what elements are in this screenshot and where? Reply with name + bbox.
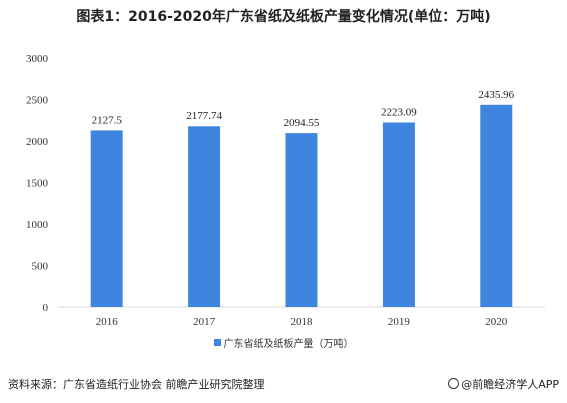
x-tick-label: 2017 [193, 316, 216, 328]
data-label-2016: 2127.5 [92, 114, 123, 126]
legend-swatch [213, 339, 221, 346]
y-tick-label: 0 [43, 302, 49, 314]
footer: 资料来源：广东省造纸行业协会 前瞻产业研究院整理 @前瞻经济学人APP [0, 372, 567, 396]
y-tick-label: 2000 [26, 136, 49, 148]
x-tick-label: 2020 [485, 316, 508, 328]
legend-label: 广东省纸及纸板产量（万吨） [223, 339, 354, 350]
data-labels: 2127.5 2177.74 2094.55 2223.09 2435.96 [92, 89, 515, 129]
y-tick-label: 500 [32, 261, 49, 273]
legend: 广东省纸及纸板产量（万吨） [0, 335, 567, 350]
data-label-2019: 2223.09 [381, 106, 417, 118]
chart-title: 图表1：2016-2020年广东省纸及纸板产量变化情况(单位：万吨) [76, 9, 491, 25]
x-axis: 2016 2017 2018 2019 2020 [96, 316, 508, 328]
x-tick-label: 2019 [388, 316, 411, 328]
y-axis: 0 500 1000 1500 2000 2500 3000 [26, 53, 49, 314]
y-tick-label: 1500 [26, 178, 49, 190]
bar-2018 [285, 133, 318, 307]
bars [90, 104, 513, 308]
data-label-2018: 2094.55 [284, 117, 320, 129]
data-label-2020: 2435.96 [478, 89, 514, 101]
y-tick-label: 1000 [26, 219, 49, 231]
x-tick-label: 2016 [96, 316, 119, 328]
source-note: 资料来源：广东省造纸行业协会 前瞻产业研究院整理 [8, 378, 265, 391]
bar-2017 [188, 126, 221, 307]
y-tick-label: 3000 [26, 53, 49, 65]
bar-2019 [382, 122, 415, 308]
brand-credit: @前瞻经济学人APP [448, 376, 559, 392]
bar-2016 [90, 130, 123, 307]
y-tick-label: 2500 [26, 95, 49, 107]
bar-2020 [480, 104, 513, 307]
logo-icon [448, 378, 460, 389]
x-tick-label: 2018 [291, 316, 314, 328]
brand-text: @前瞻经济学人APP [461, 378, 559, 391]
data-label-2017: 2177.74 [186, 110, 222, 122]
